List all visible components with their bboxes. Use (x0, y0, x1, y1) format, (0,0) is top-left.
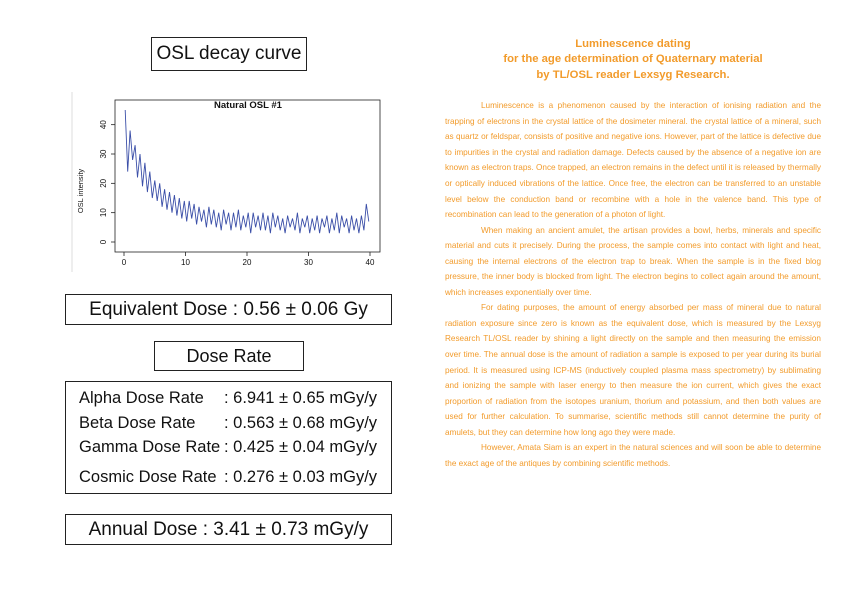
x-tick-label: 30 (304, 258, 313, 267)
chart-box-title: OSL decay curve (156, 43, 302, 64)
dose-rate-row-cosmic: Cosmic Dose Rate : 0.276 ± 0.03 mGy/y (79, 468, 377, 487)
article-heading: Luminescence dating for the age determin… (445, 37, 821, 83)
dose-rate-label: Gamma Dose Rate (79, 438, 221, 456)
dose-rate-label: Alpha Dose Rate (79, 389, 204, 407)
equivalent-dose-text: Equivalent Dose : 0.56 ± 0.06 Gy (89, 298, 368, 320)
y-tick-label: 40 (99, 120, 108, 129)
osl-series-line (124, 109, 370, 234)
article-paragraph: When making an ancient amulet, the artis… (445, 225, 821, 297)
heading-line: Luminescence dating (575, 38, 691, 50)
x-tick-label: 40 (366, 258, 375, 267)
y-tick-label: 20 (99, 178, 108, 187)
dose-rate-row-gamma: Gamma Dose Rate: 0.425 ± 0.04 mGy/y (79, 438, 377, 457)
dose-rate-value: : 0.425 ± 0.04 mGy/y (224, 438, 378, 456)
x-tick-label: 0 (122, 258, 127, 267)
annual-dose-box: Annual Dose : 3.41 ± 0.73 mGy/y (65, 514, 392, 545)
chart-title: Natural OSL #1 (214, 100, 283, 111)
dose-rate-row-beta: Beta Dose Rate : 0.563 ± 0.68 mGy/y (79, 414, 377, 433)
dose-rate-label: Beta Dose Rate (79, 414, 196, 432)
chart-title-box: OSL decay curve (151, 37, 307, 71)
chart-plot-frame (114, 99, 381, 253)
dose-rate-row-alpha: Alpha Dose Rate : 6.941 ± 0.65 mGy/y (79, 389, 377, 408)
chart-ylabel: OSL intensity (76, 169, 85, 214)
y-tick-label: 0 (99, 239, 108, 244)
heading-line: by TL/OSL reader Lexsyg Research. (536, 68, 730, 81)
dose-rates-box: Alpha Dose Rate : 6.941 ± 0.65 mGy/y Beta… (65, 381, 392, 494)
x-tick-label: 10 (181, 258, 190, 267)
chart-axes: 0 10 20 30 40 0 10 20 30 40 (99, 120, 375, 267)
y-tick-label: 30 (99, 149, 108, 158)
dose-rate-value: : 6.941 ± 0.65 mGy/y (224, 389, 378, 407)
article-paragraph: For dating purposes, the amount of energ… (445, 303, 821, 437)
article-paragraph: However, Amata Siam is an expert in the … (445, 443, 821, 468)
dose-rate-value: : 0.563 ± 0.68 mGy/y (224, 414, 378, 432)
article-column: Luminescence dating for the age determin… (445, 37, 821, 471)
annual-dose-text: Annual Dose : 3.41 ± 0.73 mGy/y (88, 518, 369, 540)
osl-decay-chart: Natural OSL #1 OSL intensity 0 10 20 30 40 0 1… (70, 92, 382, 272)
dose-rate-title: Dose Rate (186, 345, 272, 366)
heading-line: for the age determination of Quaternary … (503, 53, 763, 66)
x-tick-label: 20 (243, 258, 252, 267)
equivalent-dose-box: Equivalent Dose : 0.56 ± 0.06 Gy (65, 294, 392, 325)
dose-rate-title-box: Dose Rate (154, 341, 304, 371)
article-paragraph: Luminescence is a phenomenon caused by t… (445, 101, 821, 220)
osl-chart-svg: Natural OSL #1 OSL intensity 0 10 20 30 40 0 1… (71, 92, 381, 272)
dose-rate-value: : 0.276 ± 0.03 mGy/y (224, 468, 378, 486)
dose-rate-label: Cosmic Dose Rate (79, 468, 217, 486)
y-tick-label: 10 (99, 208, 108, 217)
